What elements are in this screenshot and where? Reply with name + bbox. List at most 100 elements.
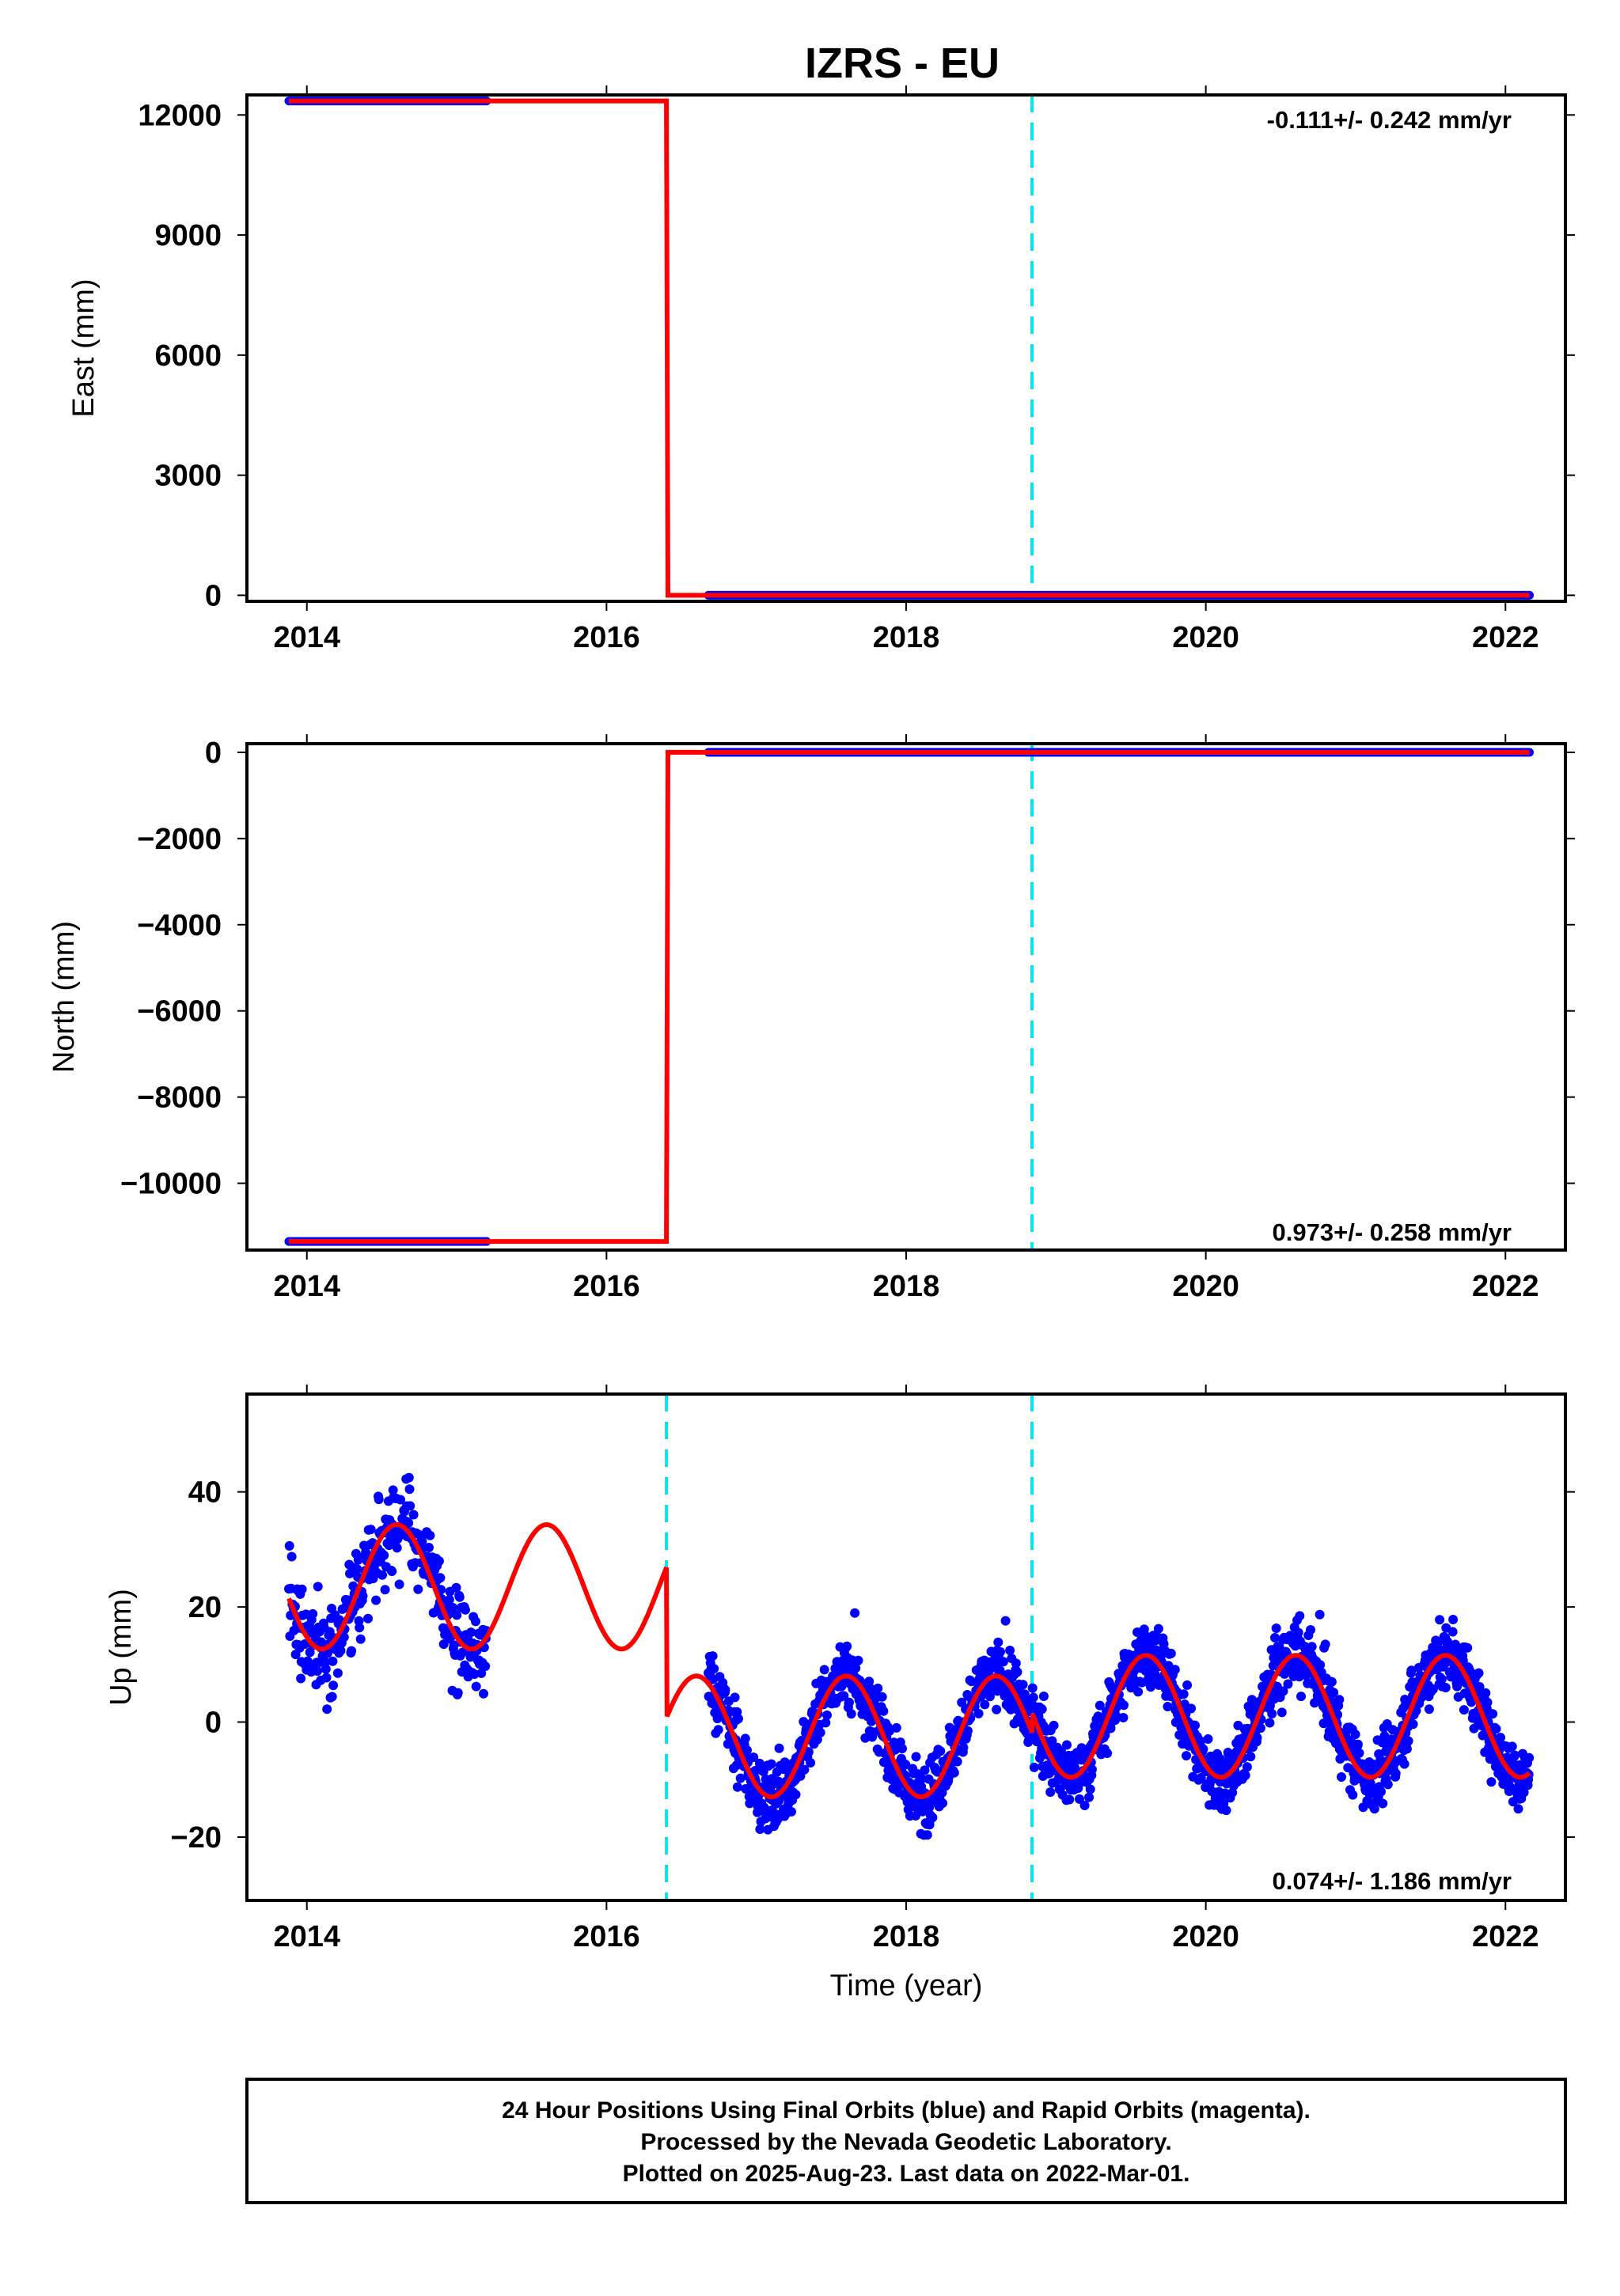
- up-data-point: [284, 1540, 294, 1551]
- east-ylabel: East (mm): [67, 278, 101, 417]
- up-data-point: [404, 1518, 414, 1528]
- up-rate-annotation: 0.074+/- 1.186 mm/yr: [1273, 1867, 1512, 1895]
- up-data-point: [1111, 1711, 1121, 1721]
- up-data-point: [877, 1692, 887, 1702]
- up-data-point: [1246, 1752, 1256, 1762]
- up-data-point: [1474, 1682, 1485, 1692]
- up-data-point: [1488, 1709, 1498, 1719]
- east-axes-frame: [245, 93, 1567, 603]
- up-data-point: [993, 1637, 1003, 1647]
- north-xtick-label: 2018: [873, 1270, 940, 1303]
- up-data-point: [842, 1641, 852, 1651]
- up-plot-area: [284, 1394, 1535, 1900]
- up-data-point: [1296, 1692, 1306, 1702]
- north-xtick-label: 2022: [1472, 1270, 1539, 1303]
- up-data-point: [1221, 1805, 1231, 1816]
- up-data-point: [709, 1664, 719, 1674]
- up-data-point: [1203, 1734, 1213, 1744]
- up-data-point: [354, 1616, 364, 1626]
- up-data-point: [873, 1683, 883, 1693]
- north-xtick-label: 2014: [273, 1270, 340, 1303]
- up-data-point: [461, 1605, 470, 1615]
- up-data-point: [1440, 1683, 1451, 1692]
- up-data-point: [878, 1706, 889, 1716]
- up-data-point: [745, 1798, 755, 1809]
- up-data-point: [305, 1647, 315, 1658]
- up-data-point: [1075, 1794, 1084, 1804]
- up-data-point: [1474, 1668, 1484, 1678]
- up-data-point: [1436, 1674, 1447, 1684]
- up-xtick-label: 2020: [1172, 1920, 1239, 1953]
- up-data-point: [1102, 1749, 1113, 1758]
- up-data-point: [1186, 1703, 1197, 1714]
- up-data-point: [1271, 1623, 1281, 1633]
- up-data-point: [321, 1673, 332, 1683]
- east-ytick-label: 0: [205, 579, 222, 612]
- up-data-point: [1447, 1627, 1458, 1637]
- up-data-point: [480, 1661, 491, 1671]
- up-data-point: [404, 1484, 415, 1495]
- up-data-point: [321, 1657, 331, 1667]
- up-data-point: [1227, 1787, 1238, 1798]
- up-data-point: [476, 1668, 487, 1678]
- up-data-point: [846, 1709, 856, 1719]
- east-plot-area: [284, 95, 1535, 601]
- north-ytick-label: −6000: [137, 995, 222, 1029]
- up-data-point: [1326, 1677, 1337, 1687]
- up-data-point: [815, 1727, 825, 1737]
- up-data-point: [1403, 1736, 1413, 1746]
- up-data-point: [730, 1692, 740, 1703]
- up-data-point: [973, 1708, 984, 1718]
- up-data-points: [284, 1472, 1535, 1840]
- up-data-point: [404, 1472, 414, 1483]
- up-data-point: [1307, 1642, 1317, 1652]
- up-data-point: [1012, 1667, 1022, 1677]
- up-data-point: [935, 1746, 946, 1756]
- chart-title: IZRS - EU: [805, 40, 1000, 87]
- up-data-point: [1295, 1611, 1305, 1621]
- up-data-point: [1000, 1616, 1011, 1626]
- up-data-point: [1301, 1670, 1311, 1680]
- up-data-point: [853, 1655, 863, 1665]
- up-data-point: [1285, 1631, 1296, 1641]
- up-data-point: [1011, 1658, 1021, 1669]
- up-data-point: [322, 1704, 332, 1714]
- footer-line-1: 24 Hour Positions Using Final Orbits (bl…: [502, 2097, 1311, 2124]
- up-data-point: [1265, 1718, 1275, 1728]
- up-data-point: [1329, 1688, 1339, 1698]
- up-ytick-label: 0: [205, 1707, 222, 1740]
- up-data-point: [1315, 1609, 1325, 1620]
- up-data-point: [435, 1573, 446, 1583]
- up-data-point: [339, 1632, 349, 1642]
- up-data-point: [766, 1759, 776, 1769]
- north-axes-frame: [245, 742, 1567, 1252]
- up-data-point: [1163, 1702, 1173, 1711]
- up-data-point: [1481, 1688, 1491, 1698]
- up-data-point: [1320, 1639, 1330, 1650]
- up-data-point: [1029, 1762, 1039, 1772]
- up-data-point: [313, 1582, 323, 1592]
- north-plot-area: [284, 744, 1535, 1250]
- up-data-point: [1448, 1615, 1459, 1624]
- up-data-point: [952, 1756, 962, 1767]
- up-data-point: [321, 1664, 331, 1674]
- up-data-point: [379, 1550, 389, 1560]
- up-data-point: [1524, 1752, 1535, 1763]
- up-data-point: [457, 1647, 468, 1658]
- up-data-point: [479, 1688, 488, 1699]
- up-data-point: [1435, 1615, 1445, 1625]
- up-data-point: [839, 1691, 849, 1701]
- up-data-point: [1459, 1705, 1469, 1715]
- up-data-point: [897, 1744, 907, 1754]
- up-data-point: [911, 1752, 921, 1762]
- footer-line-3: Plotted on 2025-Aug-23. Last data on 202…: [623, 2161, 1190, 2187]
- up-data-point: [1353, 1739, 1363, 1749]
- up-data-point: [1047, 1736, 1057, 1746]
- up-xlabel: Time (year): [830, 1969, 983, 2002]
- up-data-point: [471, 1616, 480, 1627]
- up-data-point: [1037, 1704, 1047, 1714]
- up-data-point: [327, 1692, 337, 1702]
- up-data-point: [424, 1543, 434, 1552]
- up-data-point: [732, 1782, 742, 1792]
